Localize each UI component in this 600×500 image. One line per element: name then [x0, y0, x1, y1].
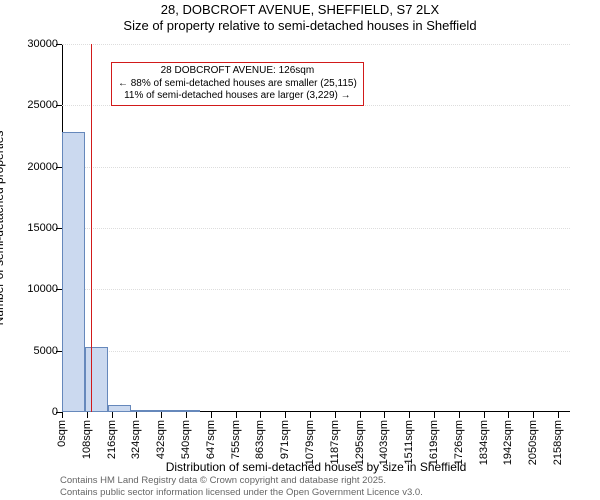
- x-tick-label: 2050sqm: [527, 420, 539, 465]
- x-tick: [409, 412, 410, 418]
- annotation-line-2: ← 88% of semi-detached houses are smalle…: [118, 78, 357, 91]
- grid-line: [62, 44, 570, 45]
- x-tick: [434, 412, 435, 418]
- annotation-line-3: 11% of semi-detached houses are larger (…: [118, 90, 357, 103]
- x-tick-label: 1511sqm: [403, 420, 415, 464]
- x-tick: [484, 412, 485, 418]
- chart-area: 0500010000150002000025000300000sqm108sqm…: [62, 44, 570, 412]
- y-axis-label: Number of semi-detached properties: [0, 131, 6, 326]
- x-tick: [533, 412, 534, 418]
- x-tick-label: 755sqm: [230, 420, 242, 459]
- histogram-bar: [131, 410, 154, 412]
- grid-line: [62, 351, 570, 352]
- chart-title: 28, DOBCROFT AVENUE, SHEFFIELD, S7 2LX S…: [0, 2, 600, 35]
- grid-line: [62, 228, 570, 229]
- x-tick-label: 971sqm: [279, 420, 291, 459]
- x-tick: [310, 412, 311, 418]
- x-tick: [558, 412, 559, 418]
- x-tick-label: 647sqm: [205, 420, 217, 459]
- histogram-bar: [62, 132, 85, 412]
- y-tick-label: 0: [8, 406, 58, 418]
- attribution-footer: Contains HM Land Registry data © Crown c…: [60, 475, 423, 498]
- x-tick-label: 1079sqm: [304, 420, 316, 465]
- x-tick-label: 1403sqm: [378, 420, 390, 465]
- figure-container: 28, DOBCROFT AVENUE, SHEFFIELD, S7 2LX S…: [0, 0, 600, 500]
- x-tick: [508, 412, 509, 418]
- x-tick: [335, 412, 336, 418]
- y-tick-label: 15000: [8, 222, 58, 234]
- x-tick-label: 432sqm: [155, 420, 167, 459]
- grid-line: [62, 167, 570, 168]
- title-line-1: 28, DOBCROFT AVENUE, SHEFFIELD, S7 2LX: [0, 2, 600, 18]
- x-tick: [211, 412, 212, 418]
- y-tick-label: 5000: [8, 345, 58, 357]
- x-tick: [136, 412, 137, 418]
- x-tick-label: 540sqm: [180, 420, 192, 459]
- x-tick: [112, 412, 113, 418]
- footer-line-2: Contains public sector information licen…: [60, 487, 423, 498]
- y-tick-label: 25000: [8, 99, 58, 111]
- property-marker-line: [91, 44, 92, 412]
- x-tick: [459, 412, 460, 418]
- x-tick: [236, 412, 237, 418]
- histogram-bar: [154, 410, 177, 412]
- x-tick-label: 2158sqm: [552, 420, 564, 465]
- x-tick-label: 1834sqm: [478, 420, 490, 465]
- x-tick-label: 108sqm: [81, 420, 93, 459]
- x-tick: [360, 412, 361, 418]
- x-tick-label: 324sqm: [130, 420, 142, 459]
- histogram-bar: [177, 410, 200, 412]
- x-tick: [260, 412, 261, 418]
- plot-box: 0500010000150002000025000300000sqm108sqm…: [62, 44, 570, 412]
- y-tick-label: 30000: [8, 38, 58, 50]
- annotation-line-1: 28 DOBCROFT AVENUE: 126sqm: [118, 65, 357, 78]
- x-tick: [285, 412, 286, 418]
- x-tick: [186, 412, 187, 418]
- x-tick-label: 1942sqm: [502, 420, 514, 465]
- x-tick: [87, 412, 88, 418]
- x-tick: [161, 412, 162, 418]
- x-tick-label: 1619sqm: [428, 420, 440, 465]
- title-line-2: Size of property relative to semi-detach…: [0, 18, 600, 34]
- grid-line: [62, 289, 570, 290]
- y-tick-label: 20000: [8, 161, 58, 173]
- footer-line-1: Contains HM Land Registry data © Crown c…: [60, 475, 423, 486]
- x-tick-label: 216sqm: [106, 420, 118, 459]
- x-tick-label: 1295sqm: [354, 420, 366, 465]
- x-axis-label: Distribution of semi-detached houses by …: [62, 460, 570, 474]
- histogram-bar: [85, 347, 108, 412]
- y-tick-label: 10000: [8, 283, 58, 295]
- x-tick-label: 863sqm: [254, 420, 266, 459]
- x-tick: [384, 412, 385, 418]
- x-tick: [62, 412, 63, 418]
- x-tick-label: 1726sqm: [453, 420, 465, 465]
- histogram-bar: [108, 405, 131, 412]
- annotation-box: 28 DOBCROFT AVENUE: 126sqm← 88% of semi-…: [111, 62, 364, 106]
- x-tick-label: 0sqm: [56, 420, 68, 447]
- x-tick-label: 1187sqm: [329, 420, 341, 464]
